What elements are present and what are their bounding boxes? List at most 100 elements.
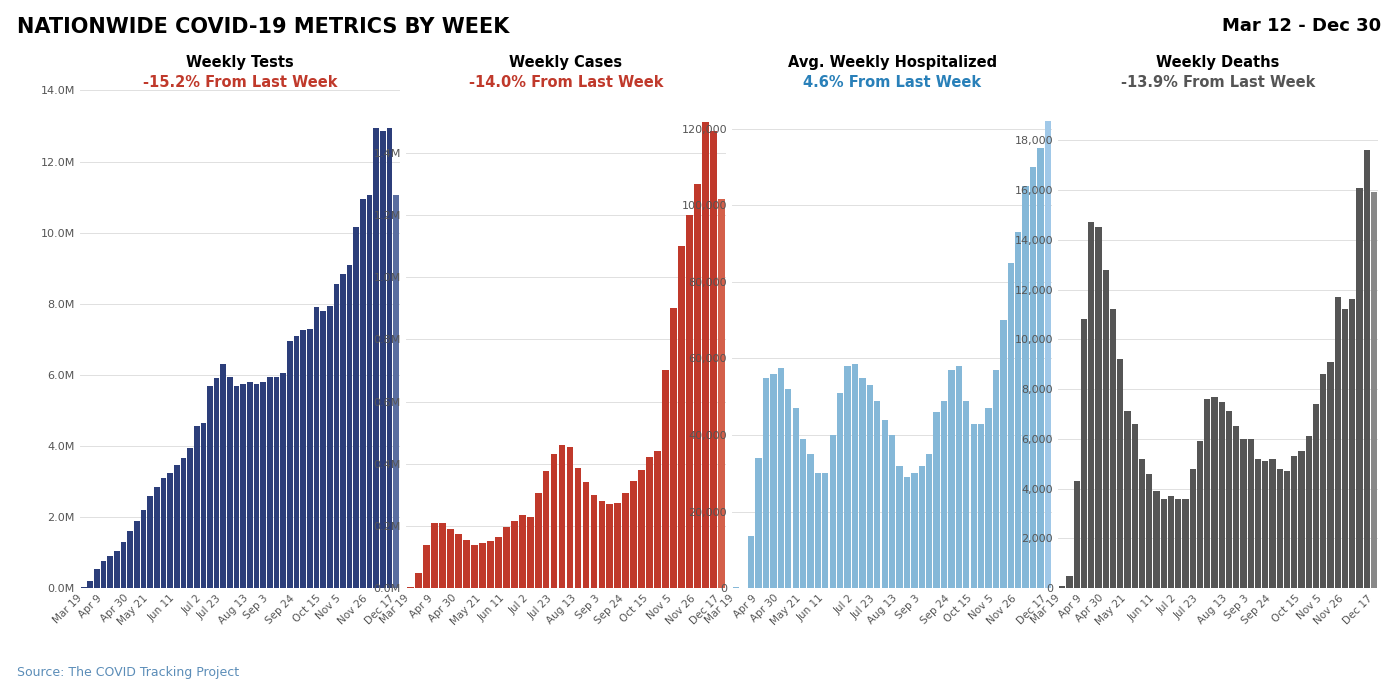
Bar (447, 529, 454, 588)
Bar (187, 448, 193, 588)
Bar (194, 427, 200, 588)
Bar (287, 341, 292, 588)
Bar (1328, 362, 1334, 588)
Bar (161, 478, 166, 588)
Bar (1081, 319, 1088, 588)
Bar (575, 468, 582, 588)
Bar (979, 423, 984, 588)
Bar (1283, 471, 1290, 588)
Bar (454, 534, 461, 588)
Bar (1110, 310, 1116, 588)
Bar (786, 389, 791, 588)
Bar (415, 573, 422, 588)
Bar (646, 457, 653, 588)
Text: NATIONWIDE COVID-19 METRICS BY WEEK: NATIONWIDE COVID-19 METRICS BY WEEK (17, 17, 509, 38)
Bar (777, 368, 784, 588)
Bar (702, 122, 709, 588)
Bar (763, 377, 769, 588)
Bar (1153, 491, 1159, 588)
Text: -14.0% From Last Week: -14.0% From Last Week (468, 75, 663, 90)
Bar (678, 246, 685, 588)
Bar (1226, 411, 1232, 588)
Bar (534, 493, 541, 588)
Bar (1030, 167, 1036, 588)
Bar (463, 540, 470, 588)
Bar (214, 379, 219, 588)
Bar (622, 493, 629, 588)
Bar (1160, 498, 1167, 588)
Bar (1306, 436, 1311, 588)
Bar (480, 543, 485, 588)
Bar (495, 537, 502, 588)
Bar (294, 335, 299, 588)
Bar (755, 458, 762, 588)
Bar (431, 523, 438, 588)
Bar (527, 516, 534, 588)
Bar (1262, 461, 1268, 588)
Bar (1067, 576, 1072, 588)
Bar (1060, 585, 1065, 588)
Bar (822, 473, 829, 588)
Bar (695, 184, 700, 588)
Bar (559, 445, 565, 588)
Bar (1233, 427, 1240, 588)
Bar (1276, 468, 1283, 588)
Bar (471, 544, 478, 588)
Bar (180, 459, 186, 588)
Bar (956, 366, 962, 588)
Bar (233, 386, 239, 588)
Bar (154, 487, 159, 588)
Bar (874, 401, 881, 588)
Bar (1008, 263, 1014, 588)
Bar (583, 482, 590, 588)
Bar (896, 466, 903, 588)
Bar (1139, 459, 1145, 588)
Bar (670, 308, 677, 588)
Bar (320, 311, 326, 588)
Bar (173, 466, 179, 588)
Bar (267, 377, 273, 588)
Bar (986, 408, 991, 588)
Bar (770, 374, 776, 588)
Bar (519, 515, 526, 588)
Text: Weekly Tests: Weekly Tests (186, 54, 294, 70)
Bar (993, 370, 1000, 588)
Bar (221, 364, 226, 588)
Bar (313, 308, 319, 588)
Bar (347, 264, 352, 588)
Bar (851, 364, 858, 588)
Bar (918, 466, 925, 588)
Bar (903, 477, 910, 588)
Bar (837, 393, 843, 588)
Bar (366, 196, 372, 588)
Bar (380, 132, 386, 588)
Text: Mar 12 - Dec 30: Mar 12 - Dec 30 (1222, 17, 1381, 35)
Bar (334, 284, 340, 588)
Bar (1176, 498, 1181, 588)
Text: 4.6% From Last Week: 4.6% From Last Week (802, 75, 981, 90)
Bar (1356, 187, 1363, 588)
Bar (1183, 498, 1188, 588)
Bar (94, 569, 99, 588)
Bar (607, 504, 614, 588)
Bar (487, 541, 493, 588)
Bar (941, 401, 948, 588)
Bar (1335, 297, 1341, 588)
Bar (168, 473, 173, 588)
Bar (141, 510, 147, 588)
Bar (551, 454, 558, 588)
Bar (860, 377, 865, 588)
Bar (1132, 424, 1138, 588)
Text: -13.9% From Last Week: -13.9% From Last Week (1121, 75, 1316, 90)
Bar (566, 447, 573, 588)
Bar (1371, 193, 1377, 588)
Bar (1269, 459, 1275, 588)
Bar (686, 215, 693, 588)
Bar (844, 366, 851, 588)
Bar (1313, 404, 1320, 588)
Bar (615, 503, 621, 588)
Bar (748, 537, 755, 588)
Bar (1204, 399, 1211, 588)
Bar (639, 470, 644, 588)
Bar (1117, 359, 1124, 588)
